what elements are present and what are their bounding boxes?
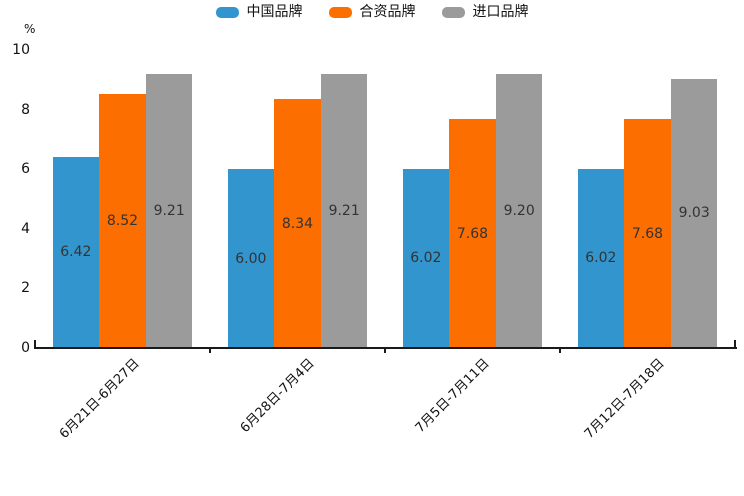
bar	[227, 169, 275, 348]
bar-value-label: 6.00	[235, 250, 267, 267]
y-axis-tick-label: 2	[21, 280, 30, 297]
bar	[577, 168, 625, 348]
x-axis-label: 7月12日-7月18日	[581, 356, 668, 442]
bar-value-label: 9.21	[153, 202, 185, 219]
x-axis-tick	[209, 348, 211, 353]
legend-item-label: 合资品牌	[359, 4, 416, 20]
legend-item-label: 中国品牌	[246, 4, 303, 20]
bar	[670, 78, 718, 348]
bar	[320, 73, 368, 348]
y-axis-tick-label: 8	[21, 101, 30, 118]
x-axis-tick	[384, 348, 386, 353]
bar	[99, 94, 146, 348]
bar-value-label: 6.42	[60, 244, 92, 261]
bar	[624, 119, 671, 348]
bar-value-label: 6.02	[410, 250, 442, 267]
bar-value-label: 7.68	[631, 225, 664, 242]
x-axis-label: 6月21日-6月27日	[56, 356, 143, 442]
legend: 中国品牌 合资品牌 进口品牌	[0, 5, 744, 19]
bar	[274, 99, 321, 348]
legend-item-0: 中国品牌	[215, 4, 303, 20]
x-axis-label: 6月28日-7月4日	[237, 356, 318, 436]
legend-item-1: 合资品牌	[328, 4, 416, 20]
y-axis-tick-label: 6	[21, 161, 30, 178]
bar	[495, 73, 543, 348]
bar-value-label: 8.52	[106, 213, 139, 230]
bar-value-label: 7.68	[456, 225, 489, 242]
x-axis-left-endcap	[34, 340, 36, 348]
bar-value-label: 6.02	[585, 250, 617, 267]
y-axis-tick-label: 4	[21, 220, 30, 237]
legend-item-label: 进口品牌	[472, 4, 529, 20]
y-axis-tick-label: 10	[12, 42, 30, 58]
x-axis-tick	[559, 348, 561, 353]
y-axis-tick-label: 0	[21, 340, 30, 356]
legend-item-2: 进口品牌	[441, 4, 529, 20]
y-axis-unit-label: %	[24, 22, 36, 36]
bar	[449, 119, 496, 348]
legend-swatch	[441, 6, 465, 18]
bar	[145, 73, 193, 348]
bar-value-label: 9.21	[328, 202, 360, 219]
x-axis-right-endcap	[734, 340, 736, 348]
legend-swatch	[328, 6, 352, 18]
bar-value-label: 9.20	[503, 202, 535, 219]
bar	[402, 168, 450, 348]
x-axis-label: 7月5日-7月11日	[412, 356, 493, 436]
plot-area: 6.42 6.00 6.02 6.02 8.52 8.34 7.68 7.68 9.21 9.21…	[35, 50, 735, 348]
bar-value-label: 8.34	[281, 215, 314, 232]
bar-value-label: 9.03	[678, 205, 710, 222]
legend-swatch	[215, 6, 239, 18]
bar	[52, 156, 100, 348]
